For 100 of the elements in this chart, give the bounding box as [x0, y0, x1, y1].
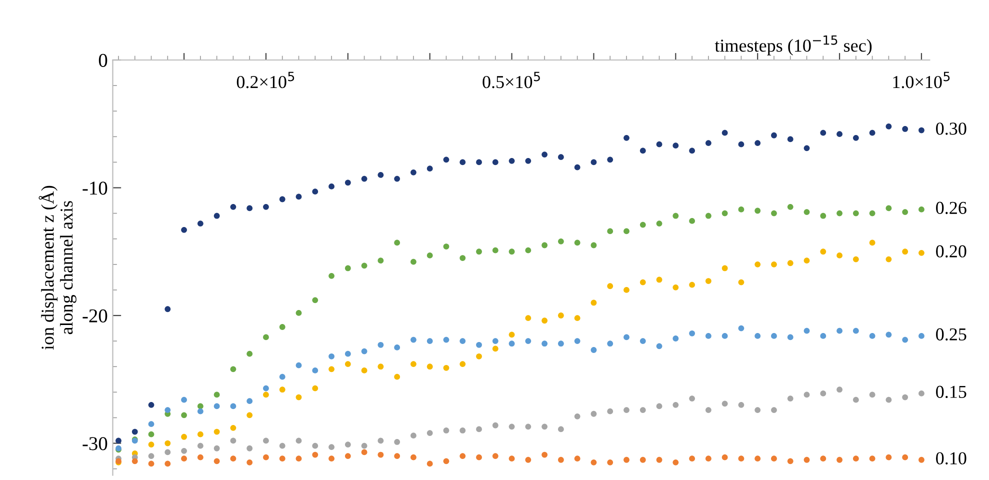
point: [214, 212, 220, 219]
point: [672, 402, 679, 408]
point: [279, 456, 286, 462]
point: [214, 458, 220, 464]
point: [344, 265, 351, 272]
point: [148, 453, 154, 459]
point: [607, 156, 614, 163]
point: [263, 454, 269, 460]
point: [804, 328, 810, 334]
point: [378, 364, 384, 370]
point: [279, 386, 286, 393]
point: [852, 456, 859, 462]
point: [181, 396, 187, 403]
point: [918, 127, 924, 134]
point: [328, 272, 334, 279]
point: [394, 439, 400, 445]
point: [476, 159, 482, 166]
point: [640, 279, 646, 286]
point: [296, 456, 302, 462]
point: [656, 220, 662, 226]
point: [869, 456, 876, 462]
point: [542, 242, 548, 248]
point: [804, 456, 810, 463]
point: [361, 449, 368, 456]
point: [771, 132, 777, 138]
point: [787, 396, 794, 402]
point: [787, 458, 794, 464]
point: [918, 250, 924, 256]
x-axis-title: timesteps (10$^{−15}$ sec): [714, 35, 872, 56]
x-tick-label: 1.0×10$^{5}$: [893, 72, 950, 88]
point: [312, 367, 318, 374]
point: [410, 258, 416, 265]
point: [590, 347, 597, 353]
point: [624, 456, 630, 463]
point: [918, 206, 924, 212]
point: [525, 247, 532, 254]
point: [689, 218, 695, 224]
point: [590, 242, 597, 248]
point: [787, 204, 794, 210]
point: [279, 442, 286, 449]
point: [607, 283, 614, 290]
point: [525, 338, 532, 344]
point: [722, 265, 728, 272]
point: [344, 361, 351, 367]
point: [705, 407, 712, 413]
point: [869, 240, 876, 246]
point: [574, 315, 580, 322]
point: [426, 430, 433, 436]
point: [181, 434, 187, 440]
point: [508, 248, 515, 255]
point: [116, 438, 122, 444]
point: [246, 205, 253, 212]
point: [574, 456, 580, 462]
point: [296, 438, 302, 444]
point: [590, 459, 597, 466]
point: [181, 226, 187, 233]
point: [279, 374, 286, 380]
point: [443, 244, 450, 250]
point: [508, 340, 515, 347]
point: [902, 394, 908, 400]
point: [705, 140, 712, 146]
point: [230, 366, 236, 372]
point: [820, 130, 826, 136]
point: [328, 456, 334, 462]
point: [230, 438, 236, 444]
point: [689, 330, 695, 336]
point: [754, 456, 761, 462]
point: [279, 324, 286, 330]
point: [132, 458, 138, 464]
point: [378, 258, 384, 264]
point: [771, 456, 777, 462]
point: [820, 248, 826, 255]
point: [738, 279, 744, 286]
y-tick-label: -10: [82, 182, 108, 195]
point: [820, 212, 826, 219]
point: [705, 278, 712, 284]
point: [230, 403, 236, 410]
point: [852, 210, 859, 216]
point: [426, 166, 433, 172]
point: [656, 276, 662, 283]
point: [460, 453, 466, 459]
point: [197, 403, 204, 410]
point: [672, 284, 679, 290]
point: [542, 152, 548, 158]
point: [886, 454, 892, 460]
point: [590, 159, 597, 166]
point: [197, 431, 204, 438]
point: [443, 364, 450, 371]
point: [164, 460, 171, 467]
point: [689, 456, 695, 462]
point: [312, 442, 318, 449]
point: [197, 442, 204, 449]
point: [328, 366, 334, 372]
point: [722, 130, 728, 136]
point: [492, 247, 498, 254]
point: [574, 413, 580, 420]
point: [624, 134, 630, 141]
point: [378, 172, 384, 178]
point: [624, 334, 630, 340]
point: [558, 312, 564, 318]
